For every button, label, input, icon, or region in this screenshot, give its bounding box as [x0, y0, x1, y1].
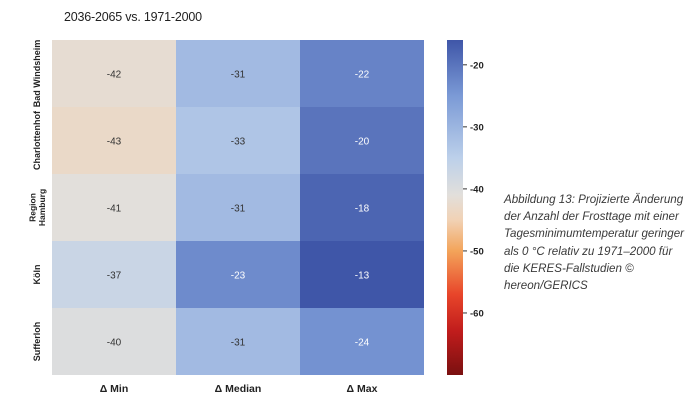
cell-value-label: -22 — [355, 70, 370, 81]
heatmap-cell — [300, 40, 424, 107]
chart-title: 2036-2065 vs. 1971-2000 — [64, 10, 202, 24]
colorbar-tick-label: -30 — [470, 122, 484, 133]
heatmap-cell — [300, 241, 424, 308]
svg-text:Köln: Köln — [32, 265, 42, 285]
svg-text:Region: Region — [27, 193, 37, 222]
cell-value-label: -31 — [231, 338, 246, 349]
heatmap-cell — [176, 174, 300, 241]
column-label: Δ Median — [215, 383, 262, 395]
colorbar-tick-label: -60 — [470, 308, 484, 319]
heatmap-cell — [52, 308, 176, 375]
svg-text:Hamburg: Hamburg — [37, 189, 47, 226]
cell-value-label: -24 — [355, 338, 370, 349]
cell-value-label: -33 — [231, 137, 246, 148]
cell-value-label: -23 — [231, 271, 246, 282]
heatmap-cell — [300, 308, 424, 375]
heatmap-cell — [176, 40, 300, 107]
column-label: Δ Max — [347, 383, 378, 395]
cell-value-label: -40 — [107, 338, 122, 349]
cell-value-label: -37 — [107, 271, 122, 282]
row-label: Region Hamburg — [27, 189, 47, 226]
colorbar-tick-label: -20 — [470, 60, 484, 71]
column-label: Δ Min — [100, 383, 129, 395]
heatmap-cell — [300, 174, 424, 241]
heatmap-cell — [52, 241, 176, 308]
cell-value-label: -18 — [355, 204, 370, 215]
colorbar — [447, 40, 463, 375]
colorbar-tick-label: -40 — [470, 184, 484, 195]
cell-value-label: -20 — [355, 137, 370, 148]
svg-text:Bad Windsheim: Bad Windsheim — [32, 40, 42, 107]
heatmap-cell — [176, 107, 300, 174]
cell-value-label: -31 — [231, 70, 246, 81]
row-label: Charlottenhof — [32, 110, 42, 170]
colorbar-tick-label: -50 — [470, 246, 484, 257]
row-label: Bad Windsheim — [32, 40, 42, 107]
cell-value-label: -41 — [107, 204, 122, 215]
row-label: Köln — [32, 265, 42, 285]
cell-value-label: -13 — [355, 271, 370, 282]
cell-value-label: -31 — [231, 204, 246, 215]
svg-text:Sufferloh: Sufferloh — [32, 322, 42, 362]
svg-text:Charlottenhof: Charlottenhof — [32, 110, 42, 170]
figure-caption: Abbildung 13: Projizierte Änderung der A… — [504, 193, 684, 293]
row-label: Sufferloh — [32, 322, 42, 362]
heatmap-cell — [176, 241, 300, 308]
heatmap-cell — [52, 174, 176, 241]
heatmap-cell — [176, 308, 300, 375]
cell-value-label: -43 — [107, 137, 122, 148]
heatmap-cell — [52, 107, 176, 174]
heatmap-cell — [300, 107, 424, 174]
heatmap-cell — [52, 40, 176, 107]
cell-value-label: -42 — [107, 70, 122, 81]
